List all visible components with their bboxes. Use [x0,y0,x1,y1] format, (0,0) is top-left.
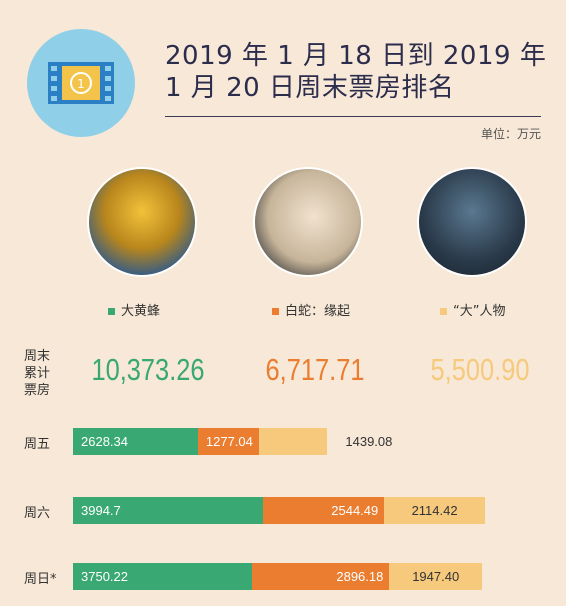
legend-item: “大”人物 [440,300,505,319]
totals-label: 周末累计票房 [24,349,51,398]
unit-label: 单位：万元 [480,127,541,141]
value-label: 3994.7 [81,503,121,518]
value-label: 2114.42 [411,503,458,518]
category-label: 周日* [24,572,57,587]
bar [258,428,328,455]
value-label: 1947.40 [412,569,460,584]
svg-text:1: 1 [77,77,85,91]
value-label: 2544.49 [331,503,379,518]
title-rule [165,116,541,117]
bar [73,497,264,524]
bar [389,563,483,590]
bar [198,428,259,455]
bar [73,563,252,590]
legend-swatch [440,308,447,315]
poster [87,167,197,277]
poster [417,167,527,277]
bar [263,497,385,524]
icon: 1 [27,29,135,137]
chart-title: 2019 年 1 月 18 日到 2019 年 1 月 20 日周末票房排名 [165,41,547,103]
legend-label: 白蛇：缘起 [285,304,351,319]
legend-swatch [108,308,115,315]
legend-label: “大”人物 [453,304,506,319]
category-label: 周六 [24,506,51,521]
legend-label: 大黄蜂 [121,304,161,319]
bar [384,497,485,524]
legend-item: 白蛇：缘起 [272,300,350,319]
legend-swatch [272,308,279,315]
value-label: 1439.08 [345,434,393,449]
total-value: 6,717.71 [265,352,365,387]
value-label: 3750.22 [81,569,128,584]
poster [253,167,363,277]
value-label: 2628.34 [81,434,128,449]
total-value: 5,500.90 [430,352,530,387]
legend-item: 大黄蜂 [108,300,160,319]
total-value: 10,373.26 [91,352,205,387]
bar [73,428,199,455]
category-label: 周五 [24,437,51,452]
value-label: 2896.18 [336,569,384,584]
bar [251,563,390,590]
value-label: 1277.04 [205,434,253,449]
